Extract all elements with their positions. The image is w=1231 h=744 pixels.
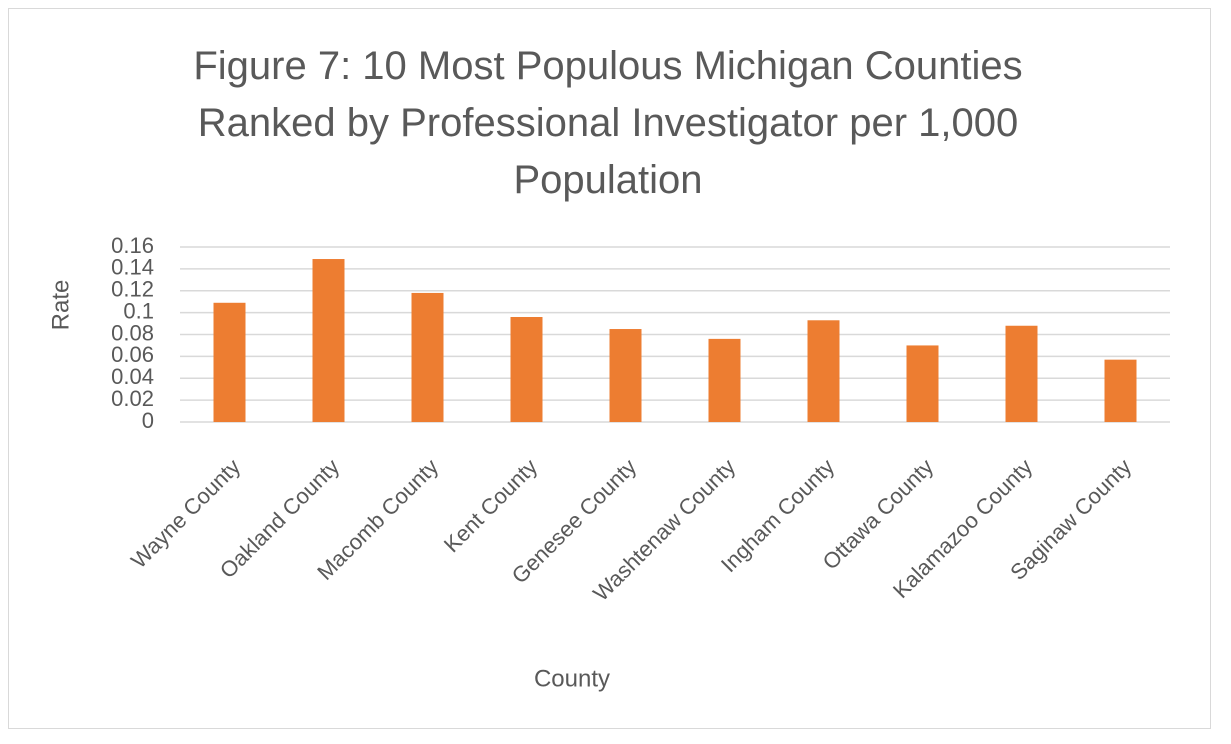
bar xyxy=(213,302,246,422)
bar xyxy=(609,329,642,422)
bar xyxy=(411,292,444,422)
y-tick-label: 0.02 xyxy=(111,386,154,411)
x-axis-label: County xyxy=(534,665,610,692)
y-tick-label: 0.04 xyxy=(111,364,154,389)
y-axis-label: Rate xyxy=(47,280,74,331)
bar xyxy=(312,259,345,422)
chart-title: Figure 7: 10 Most Populous Michigan Coun… xyxy=(193,44,1023,202)
y-tick-label: 0.1 xyxy=(123,298,154,323)
y-tick-label: 0 xyxy=(142,408,154,433)
y-tick-label: 0.12 xyxy=(111,277,154,302)
bar xyxy=(906,345,939,422)
y-tick-label: 0.08 xyxy=(111,320,154,345)
bar xyxy=(1104,359,1137,422)
bar xyxy=(510,317,543,422)
bar xyxy=(1005,325,1038,422)
bar xyxy=(708,338,741,422)
y-tick-label: 0.16 xyxy=(111,233,154,258)
bar xyxy=(807,320,840,422)
y-tick-label: 0.14 xyxy=(111,255,154,280)
y-tick-label: 0.06 xyxy=(111,342,154,367)
